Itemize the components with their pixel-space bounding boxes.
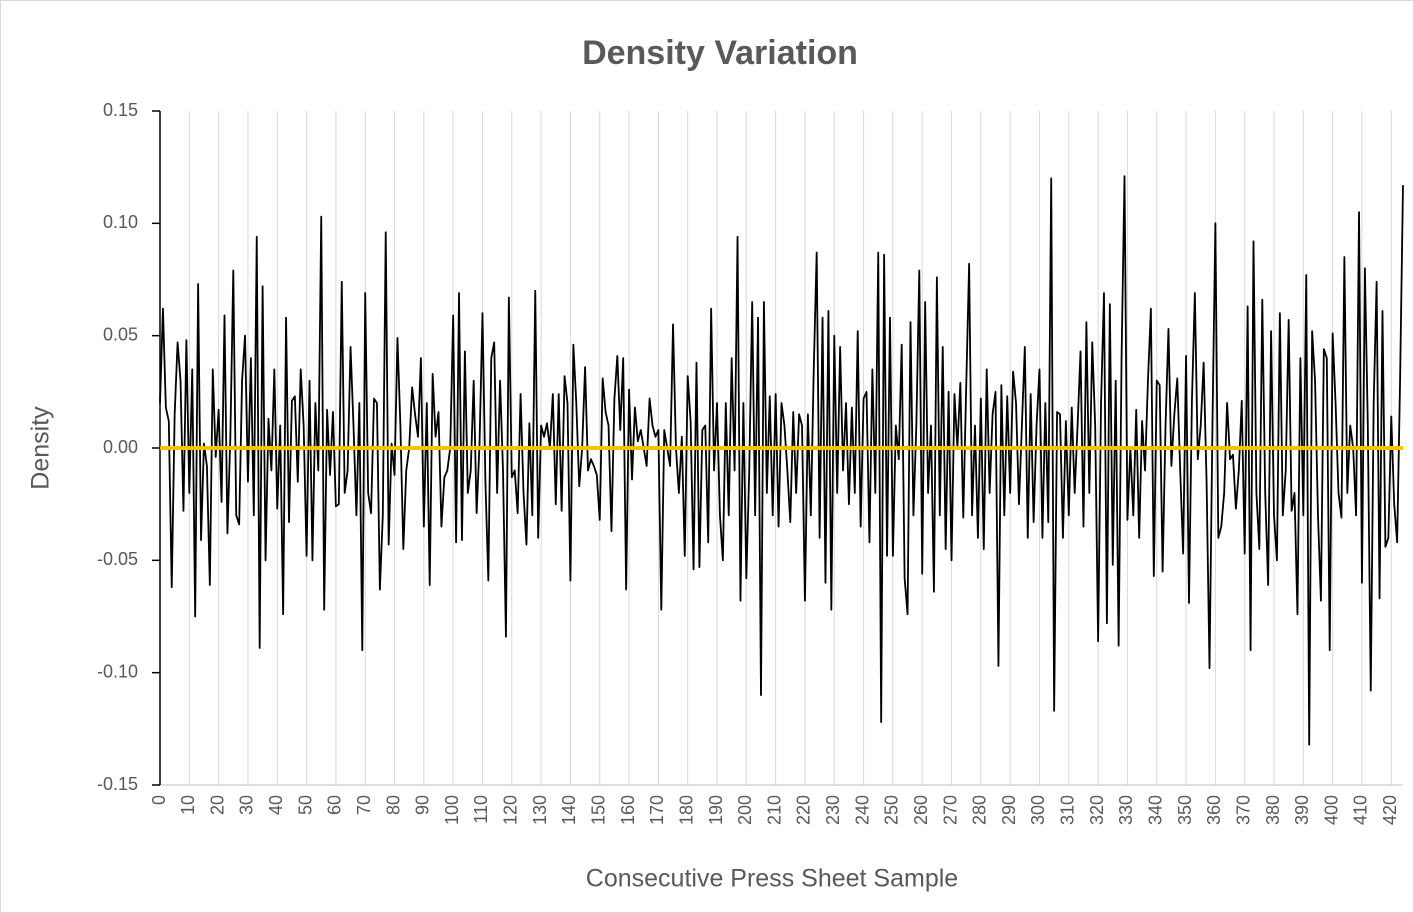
y-tick-label: 0.10 [103, 212, 138, 232]
x-tick-label: 400 [1321, 795, 1341, 825]
x-tick-label: 220 [794, 795, 814, 825]
x-tick-label: 290 [999, 795, 1019, 825]
x-tick-label: 360 [1204, 795, 1224, 825]
x-tick-label: 320 [1087, 795, 1107, 825]
y-tick-label: 0.15 [103, 100, 138, 120]
x-tick-label: 10 [178, 795, 198, 815]
x-tick-label: 60 [325, 795, 345, 815]
y-tick-label: -0.10 [97, 661, 138, 681]
data-line [159, 175, 1404, 746]
y-tick-label: -0.15 [97, 774, 138, 794]
x-tick-label: 90 [413, 795, 433, 815]
x-tick-label: 210 [764, 795, 784, 825]
x-tick-label: 230 [823, 795, 843, 825]
x-tick-label: 170 [647, 795, 667, 825]
x-axis-label: Consecutive Press Sheet Sample [586, 865, 958, 893]
x-tick-label: 350 [1175, 795, 1195, 825]
x-tick-label: 20 [207, 795, 227, 815]
x-tick-label: 160 [618, 795, 638, 825]
x-tick-label: 0 [149, 795, 169, 805]
x-tick-label: 370 [1233, 795, 1253, 825]
x-tick-label: 340 [1145, 795, 1165, 825]
x-tick-label: 40 [266, 795, 286, 815]
y-tick-label: -0.05 [97, 549, 138, 569]
x-tick-label: 270 [940, 795, 960, 825]
x-tick-label: 80 [383, 795, 403, 815]
x-tick-label: 280 [970, 795, 990, 825]
x-tick-label: 100 [442, 795, 462, 825]
x-tick-label: 190 [706, 795, 726, 825]
x-tick-label: 310 [1058, 795, 1078, 825]
x-tick-label: 410 [1351, 795, 1371, 825]
x-tick-label: 390 [1292, 795, 1312, 825]
x-tick-label: 420 [1380, 795, 1400, 825]
x-tick-label: 30 [237, 795, 257, 815]
x-tick-label: 300 [1028, 795, 1048, 825]
y-axis-label: Density [27, 406, 55, 490]
x-tick-label: 180 [676, 795, 696, 825]
y-tick-label: 0.05 [103, 324, 138, 344]
x-tick-label: 130 [530, 795, 550, 825]
y-tick-label: 0.00 [103, 437, 138, 457]
x-tick-label: 260 [911, 795, 931, 825]
x-tick-label: 330 [1116, 795, 1136, 825]
x-tick-label: 240 [852, 795, 872, 825]
x-tick-label: 120 [501, 795, 521, 825]
x-tick-label: 70 [354, 795, 374, 815]
chart-title: Density Variation [582, 34, 858, 72]
x-tick-label: 50 [295, 795, 315, 815]
x-tick-label: 140 [559, 795, 579, 825]
x-tick-label: 250 [882, 795, 902, 825]
x-tick-label: 200 [735, 795, 755, 825]
x-tick-label: 380 [1263, 795, 1283, 825]
x-tick-label: 110 [471, 795, 491, 824]
x-tick-label: 150 [588, 795, 608, 825]
